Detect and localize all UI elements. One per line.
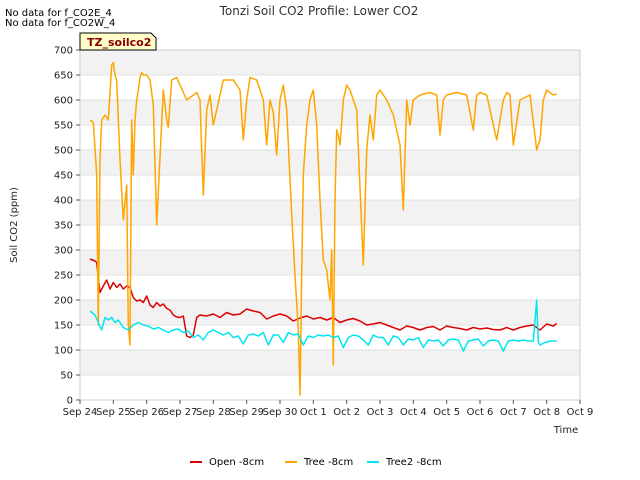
chart-title: Tonzi Soil CO2 Profile: Lower CO2 <box>219 4 419 18</box>
y-tick-label: 500 <box>54 146 73 157</box>
x-tick-label: Oct 4 <box>400 407 427 418</box>
x-tick-label: Oct 2 <box>333 407 360 418</box>
x-tick-label: Sep 27 <box>163 407 198 418</box>
no-data-note-1: No data for f_CO2E_4 <box>5 8 112 19</box>
y-tick-label: 200 <box>54 296 73 307</box>
y-tick-label: 350 <box>54 221 73 232</box>
plot-background-bands <box>80 49 580 401</box>
x-tick-label: Oct 5 <box>433 407 460 418</box>
x-tick-label: Oct 7 <box>500 407 527 418</box>
y-tick-label: 150 <box>54 321 73 332</box>
x-tick-label: Oct 3 <box>367 407 394 418</box>
x-tick-label: Sep 29 <box>229 407 264 418</box>
x-tick-label: Sep 30 <box>263 407 298 418</box>
y-tick-label: 700 <box>54 46 73 57</box>
y-tick-label: 550 <box>54 121 73 132</box>
y-axis-label: Soil CO2 (ppm) <box>9 187 20 263</box>
y-tick-label: 250 <box>54 271 73 282</box>
y-tick-label: 0 <box>67 396 73 407</box>
legend: Open -8cm Tree -8cm Tree2 -8cm <box>190 457 442 468</box>
x-tick-label: Oct 1 <box>300 407 327 418</box>
series-line-tree-8cm <box>89 61 557 396</box>
x-tick-label: Sep 25 <box>96 407 131 418</box>
y-tick-label: 100 <box>54 346 73 357</box>
x-tick-label: Sep 26 <box>129 407 164 418</box>
grid-band <box>80 100 580 125</box>
site-badge: TZ_soilco2 <box>79 32 157 51</box>
x-tick-label: Sep 28 <box>196 407 231 418</box>
series-line-tree2-8cm <box>89 299 557 352</box>
y-tick-label: 300 <box>54 246 73 257</box>
x-tick-label: Oct 8 <box>533 407 560 418</box>
grid-band <box>80 250 580 275</box>
x-tick-label: Oct 9 <box>567 407 594 418</box>
no-data-note-2: No data for f_CO2W_4 <box>5 18 116 29</box>
series-line-open-8cm <box>89 258 558 339</box>
site-badge-box <box>79 32 157 51</box>
grid-band <box>80 150 580 175</box>
grid-band <box>80 200 580 225</box>
axes: 0 50 100 150 200 250 300 350 400 450 500 550 600 650 7… <box>54 46 594 419</box>
x-tick-label: Sep 24 <box>63 407 98 418</box>
grid-band <box>80 50 580 75</box>
site-badge-label: TZ_soilco2 <box>87 36 151 49</box>
y-tick-label: 450 <box>54 171 73 182</box>
y-tick-label: 50 <box>60 371 73 382</box>
legend-label: Tree2 -8cm <box>385 457 442 468</box>
series-layer <box>89 61 558 396</box>
y-tick-label: 600 <box>54 96 73 107</box>
y-tick-label: 650 <box>54 71 73 82</box>
x-tick-label: Oct 6 <box>467 407 494 418</box>
grid-band <box>80 350 580 375</box>
legend-label: Open -8cm <box>209 457 264 468</box>
x-axis-label: Time <box>553 425 578 436</box>
legend-label: Tree -8cm <box>303 457 353 468</box>
y-tick-label: 400 <box>54 196 73 207</box>
